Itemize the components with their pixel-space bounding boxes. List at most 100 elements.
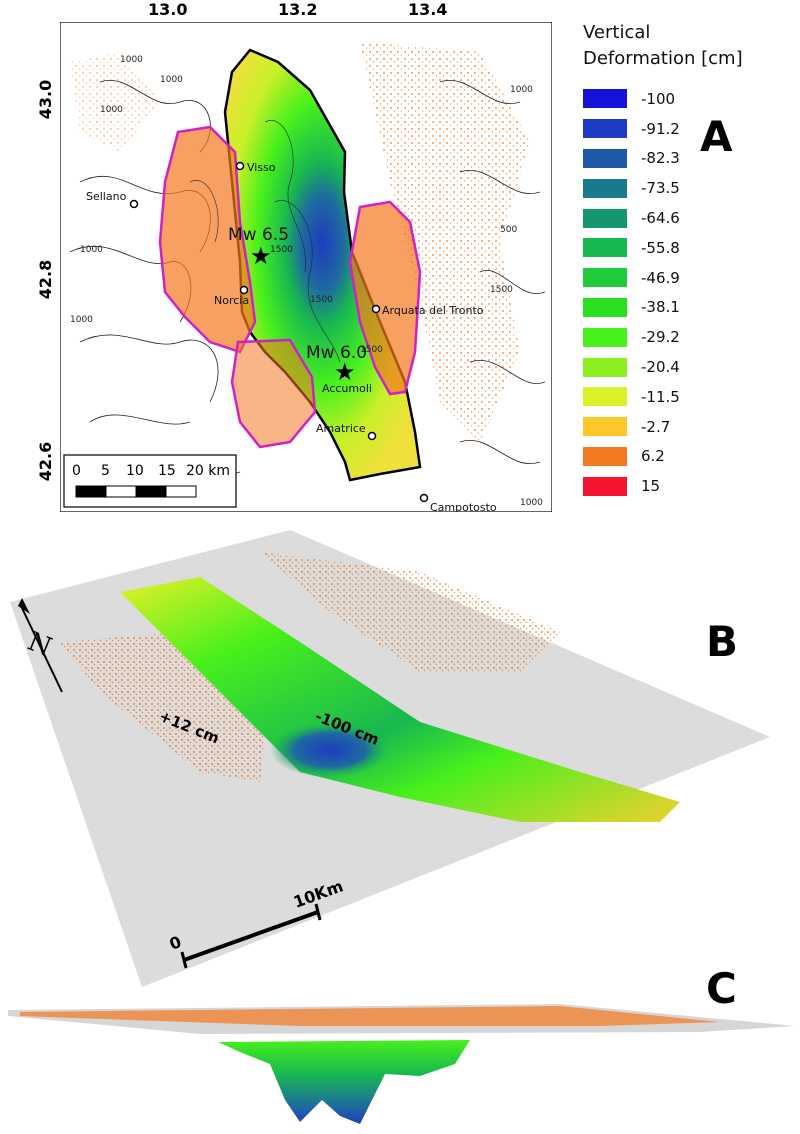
contour-label: 1000 bbox=[70, 315, 93, 325]
legend-swatch bbox=[583, 387, 627, 407]
place-marker-campotosto bbox=[419, 493, 429, 503]
lat-tick-3: 42.6 bbox=[36, 441, 56, 482]
legend-item: -11.5 bbox=[583, 382, 680, 412]
scale-bar: 0 5 10 15 20 km bbox=[63, 454, 237, 508]
legend-item: -20.4 bbox=[583, 352, 680, 382]
legend-swatch bbox=[583, 476, 627, 496]
contour-label: 1000 bbox=[80, 245, 103, 255]
place-marker-visso bbox=[235, 161, 245, 171]
legend-swatch bbox=[583, 89, 627, 109]
legend-title-line2: Deformation [cm] bbox=[583, 48, 743, 69]
epicenter-label-2: Mw 6.0 bbox=[306, 343, 367, 363]
contour-label: 1500 bbox=[270, 245, 293, 255]
side-profile-view bbox=[8, 1004, 795, 1124]
legend-item: -73.5 bbox=[583, 173, 680, 203]
legend-swatch bbox=[583, 417, 627, 437]
scale-tick-5: 5 bbox=[101, 463, 110, 479]
perspective-3d-view: +12 cm -100 cm N 0 10Km bbox=[10, 530, 770, 987]
uplift-speckle bbox=[70, 42, 530, 442]
lat-tick-2: 42.8 bbox=[36, 259, 56, 300]
uplift-area-east bbox=[260, 552, 560, 672]
place-label-visso: Visso bbox=[247, 161, 276, 174]
contour-label: 500 bbox=[500, 225, 517, 235]
contour-labels: 1000 1000 1000 1000 1500 1500 1500 1500 … bbox=[70, 55, 543, 508]
contour-label: 1000 bbox=[160, 75, 183, 85]
contour-label: 1000 bbox=[510, 85, 533, 95]
legend-label: -29.2 bbox=[641, 328, 680, 347]
legend-swatch bbox=[583, 268, 627, 288]
scale-tick-20: 20 km bbox=[186, 463, 230, 479]
panel-label-c: C bbox=[706, 964, 737, 1013]
place-label-campotosto: Campotosto bbox=[430, 501, 497, 512]
lat-tick-1: 43.0 bbox=[36, 79, 56, 120]
legend-item: -2.7 bbox=[583, 412, 680, 442]
legend-title: Vertical Deformation [cm] bbox=[583, 20, 743, 72]
legend-label: -20.4 bbox=[641, 358, 680, 377]
legend-swatch bbox=[583, 238, 627, 258]
place-marker-amatrice bbox=[367, 431, 377, 441]
legend-label: -11.5 bbox=[641, 387, 680, 406]
legend-item: 15 bbox=[583, 471, 680, 501]
legend-swatch bbox=[583, 119, 627, 139]
legend-label: -73.5 bbox=[641, 179, 680, 198]
surface-uplift-band bbox=[20, 1006, 720, 1026]
lon-tick-2: 13.2 bbox=[278, 0, 318, 19]
scale-tick-10: 10 bbox=[126, 463, 144, 479]
panel-label-a: A bbox=[700, 112, 733, 161]
legend-swatch bbox=[583, 148, 627, 168]
legend-label: -55.8 bbox=[641, 238, 680, 257]
subsidence-deepest bbox=[270, 722, 390, 778]
epicenter-star-1: ★ bbox=[250, 242, 272, 270]
place-markers: Visso Sellano Norcia Arquata del Tronto … bbox=[86, 161, 497, 512]
legend-swatch bbox=[583, 208, 627, 228]
legend-item: -64.6 bbox=[583, 203, 680, 233]
scale-tick-0: 0 bbox=[72, 463, 81, 479]
place-label-norcia: Norcia bbox=[214, 294, 249, 307]
place-marker-sellano bbox=[129, 199, 139, 209]
contour-label: 1500 bbox=[310, 295, 333, 305]
legend-title-line1: Vertical bbox=[583, 22, 651, 43]
epicenters: ★ Mw 6.5 ★ Mw 6.0 bbox=[228, 225, 367, 386]
legend-item: -46.9 bbox=[583, 263, 680, 293]
place-label-sellano: Sellano bbox=[86, 190, 127, 203]
scale-tick-15: 15 bbox=[158, 463, 176, 479]
contour-label: 1000 bbox=[520, 498, 543, 508]
deformation-map: Visso Sellano Norcia Arquata del Tronto … bbox=[60, 22, 552, 512]
legend-item: -38.1 bbox=[583, 293, 680, 323]
contour-label: 1500 bbox=[490, 285, 513, 295]
legend-item: -91.2 bbox=[583, 114, 680, 144]
place-label-amatrice: Amatrice bbox=[316, 422, 366, 435]
legend-swatch bbox=[583, 446, 627, 466]
legend-label: -64.6 bbox=[641, 209, 680, 228]
uplift-zone-amatrice bbox=[230, 338, 317, 449]
legend-swatch bbox=[583, 357, 627, 377]
legend-swatch bbox=[583, 297, 627, 317]
legend-label: 15 bbox=[641, 477, 661, 496]
epicenter-star-2: ★ bbox=[334, 358, 356, 386]
place-label-accumoli: Accumoli bbox=[322, 382, 372, 395]
contour-label: 1000 bbox=[100, 105, 123, 115]
subsidence-trough bbox=[120, 577, 680, 822]
legend-item: -82.3 bbox=[583, 144, 680, 174]
uplift-zone-arquata bbox=[348, 200, 422, 396]
contour-label: 1500 bbox=[360, 345, 383, 355]
place-label-arquata: Arquata del Tronto bbox=[382, 304, 484, 317]
legend: -100 -91.2 -82.3 -73.5 -64.6 -55.8 -46.9 -38.1 -… bbox=[583, 84, 680, 501]
legend-label: -82.3 bbox=[641, 149, 680, 168]
subsidence-profile bbox=[218, 1040, 470, 1124]
panel-label-b: B bbox=[706, 617, 739, 666]
epicenter-label-1: Mw 6.5 bbox=[228, 225, 289, 245]
lon-tick-3: 13.4 bbox=[408, 0, 448, 19]
place-marker-norcia bbox=[239, 285, 249, 295]
legend-label: -2.7 bbox=[641, 417, 671, 436]
place-marker-arquata bbox=[371, 304, 381, 314]
legend-item: -29.2 bbox=[583, 322, 680, 352]
legend-label: -46.9 bbox=[641, 268, 680, 287]
legend-item: 6.2 bbox=[583, 442, 680, 472]
legend-label: -38.1 bbox=[641, 298, 680, 317]
contour-label: 1000 bbox=[120, 55, 143, 65]
legend-label: 6.2 bbox=[641, 447, 665, 466]
lon-tick-1: 13.0 bbox=[148, 0, 188, 19]
legend-swatch bbox=[583, 178, 627, 198]
legend-item: -55.8 bbox=[583, 233, 680, 263]
